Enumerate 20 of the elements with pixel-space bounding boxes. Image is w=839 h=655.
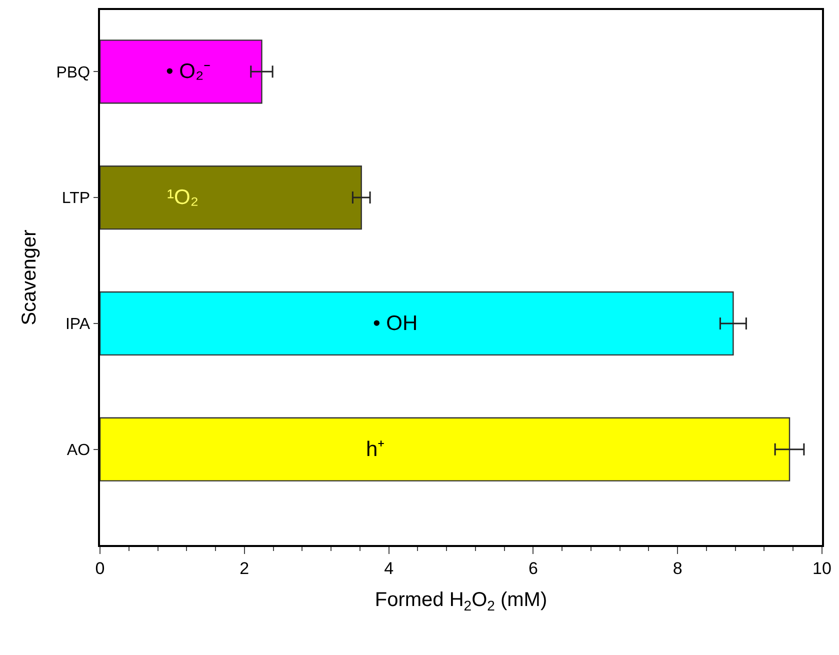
y-tick-label: LTP (62, 190, 90, 208)
annotation: ¹O₂ (167, 186, 198, 209)
y-tick-label: AO (66, 442, 90, 459)
x-tick-label: 4 (384, 559, 394, 578)
annotation: • O₂⁻ (166, 60, 211, 83)
x-tick-label: 2 (240, 559, 250, 578)
bar (100, 165, 362, 230)
x-tick-label: 0 (95, 559, 105, 578)
x-axis-title: Formed H$_{2}$O$_{2}$ (mM) (374, 589, 548, 614)
x-tick-label: 6 (528, 559, 538, 578)
y-tick-label: PBQ (56, 64, 90, 82)
bar (100, 417, 790, 482)
x-tick-label: 10 (812, 559, 832, 578)
annotation: h⁺ (366, 438, 385, 461)
annotation: • OH (373, 312, 418, 335)
bar (100, 291, 734, 356)
x-tick-label: 8 (672, 559, 682, 578)
y-axis-title: Scavenger (18, 229, 40, 326)
bar (100, 40, 262, 104)
y-tick-label: IPA (65, 316, 90, 334)
